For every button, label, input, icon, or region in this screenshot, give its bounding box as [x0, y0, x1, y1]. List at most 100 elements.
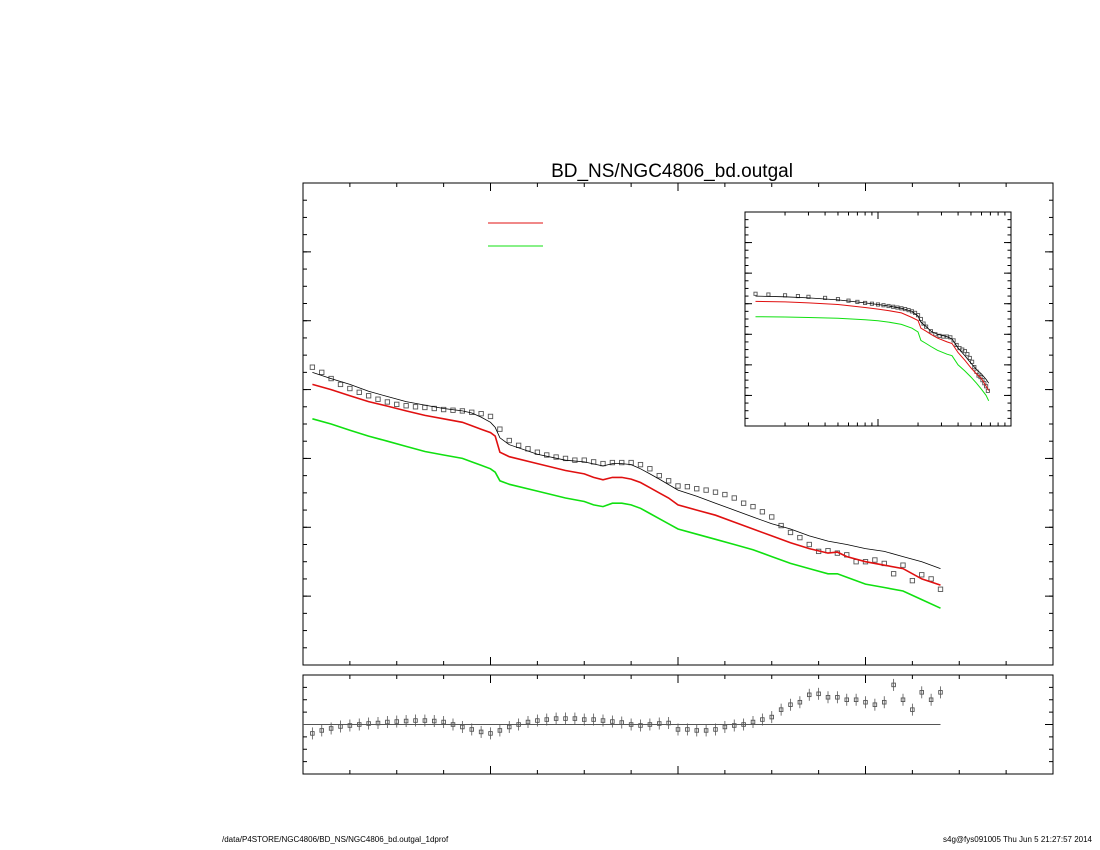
residual-data-point	[610, 719, 615, 724]
main-data-point	[384, 399, 391, 405]
inset-series-disk-line	[755, 316, 990, 402]
main-data-point	[900, 562, 906, 568]
inset-data-point	[951, 338, 956, 343]
residual-data-point	[591, 717, 596, 722]
residual-data-point	[553, 716, 559, 721]
main-data-point	[487, 413, 494, 420]
inset-data-point	[928, 329, 933, 334]
residual-data-point	[375, 720, 381, 726]
residual-data-point	[750, 719, 756, 725]
main-data-point	[684, 484, 691, 490]
inset-data-point	[967, 355, 972, 361]
residual-data-point	[619, 720, 625, 725]
inset-series-bulge-line	[755, 300, 990, 391]
main-data-point	[440, 406, 447, 413]
inset-data-point	[806, 294, 811, 299]
main-data-point	[506, 437, 512, 444]
main-data-point	[356, 389, 362, 395]
main-data-point	[769, 514, 775, 520]
main-data-point	[703, 487, 709, 493]
main-data-point	[553, 454, 559, 460]
residual-data-point	[647, 722, 653, 727]
main-data-point	[562, 455, 569, 462]
main-data-point	[665, 478, 672, 484]
main-data-point	[544, 452, 550, 458]
main-data-point	[694, 486, 700, 492]
residual-data-point	[535, 718, 540, 723]
main-data-point	[309, 364, 316, 370]
residual-data-point	[441, 719, 446, 725]
main-data-point	[403, 403, 409, 409]
residual-data-point	[507, 724, 512, 730]
residual-data-point	[910, 707, 915, 712]
inset-data-point	[937, 333, 942, 338]
residual-data-point	[713, 727, 718, 732]
main-data-point	[394, 401, 400, 408]
main-data-point	[722, 491, 728, 498]
residual-data-point	[488, 731, 493, 736]
main-data-point	[759, 509, 766, 515]
residual-data-point	[872, 702, 878, 707]
residual-data-point	[938, 690, 943, 695]
main-data-point	[787, 529, 794, 536]
inset-data-point	[921, 321, 926, 326]
residual-data-point	[694, 728, 700, 733]
residual-data-point	[732, 723, 737, 728]
residual-data-point	[853, 697, 859, 703]
residual-data-point	[722, 724, 728, 730]
main-data-point	[937, 586, 944, 592]
main-data-point	[347, 385, 353, 392]
main-data-point	[619, 459, 625, 466]
residual-data-point	[403, 718, 409, 724]
residual-data-point	[497, 728, 503, 733]
inset-log-plot	[744, 211, 1012, 427]
residual-data-point	[310, 731, 315, 736]
residual-data-point	[460, 724, 465, 730]
main-profile-plot	[302, 182, 1054, 666]
main-data-point	[890, 571, 897, 577]
residual-data-point	[432, 718, 437, 724]
residual-data-point	[319, 728, 325, 733]
inset-data-point	[924, 324, 929, 329]
residual-data-point	[891, 682, 896, 688]
inset-background	[745, 212, 1011, 426]
main-data-point	[909, 578, 916, 584]
main-series-bulge-line	[312, 383, 941, 586]
inset-series-total-line	[755, 295, 990, 384]
main-data-point	[637, 461, 644, 468]
residual-data-point	[525, 719, 531, 725]
inset-data-point	[823, 295, 828, 300]
residual-data-point	[563, 716, 568, 721]
residual-data-point	[816, 691, 821, 697]
main-data-point	[581, 457, 587, 463]
residual-data-point	[385, 719, 390, 725]
residual-data-point	[657, 721, 662, 726]
main-data-point	[375, 396, 381, 402]
residual-plot	[302, 674, 1054, 775]
main-data-point	[928, 576, 934, 582]
residual-data-point	[600, 718, 606, 723]
residual-data-point	[338, 724, 343, 729]
main-data-point	[872, 557, 878, 563]
residual-data-point	[882, 699, 887, 705]
residual-data-point	[413, 718, 418, 723]
residual-data-point	[685, 727, 690, 732]
residual-data-point	[666, 720, 671, 726]
residual-data-point	[788, 702, 793, 707]
residual-data-point	[760, 717, 765, 722]
residual-data-point	[544, 717, 550, 722]
residual-data-point	[844, 697, 850, 703]
main-data-point	[656, 472, 662, 479]
main-data-point	[328, 375, 334, 382]
main-data-point	[919, 572, 925, 578]
inset-data-point	[984, 384, 989, 389]
main-series-total-line	[312, 372, 941, 569]
footer-file-path: /data/P4STORE/NGC4806/BD_NS/NGC4806_bd.o…	[222, 835, 449, 844]
residual-data-point	[703, 728, 709, 733]
residual-data-point	[347, 723, 353, 728]
residual-data-point	[366, 721, 371, 726]
main-data-point	[572, 457, 578, 463]
inset-data-point	[965, 352, 970, 357]
residual-data-point	[638, 723, 643, 728]
